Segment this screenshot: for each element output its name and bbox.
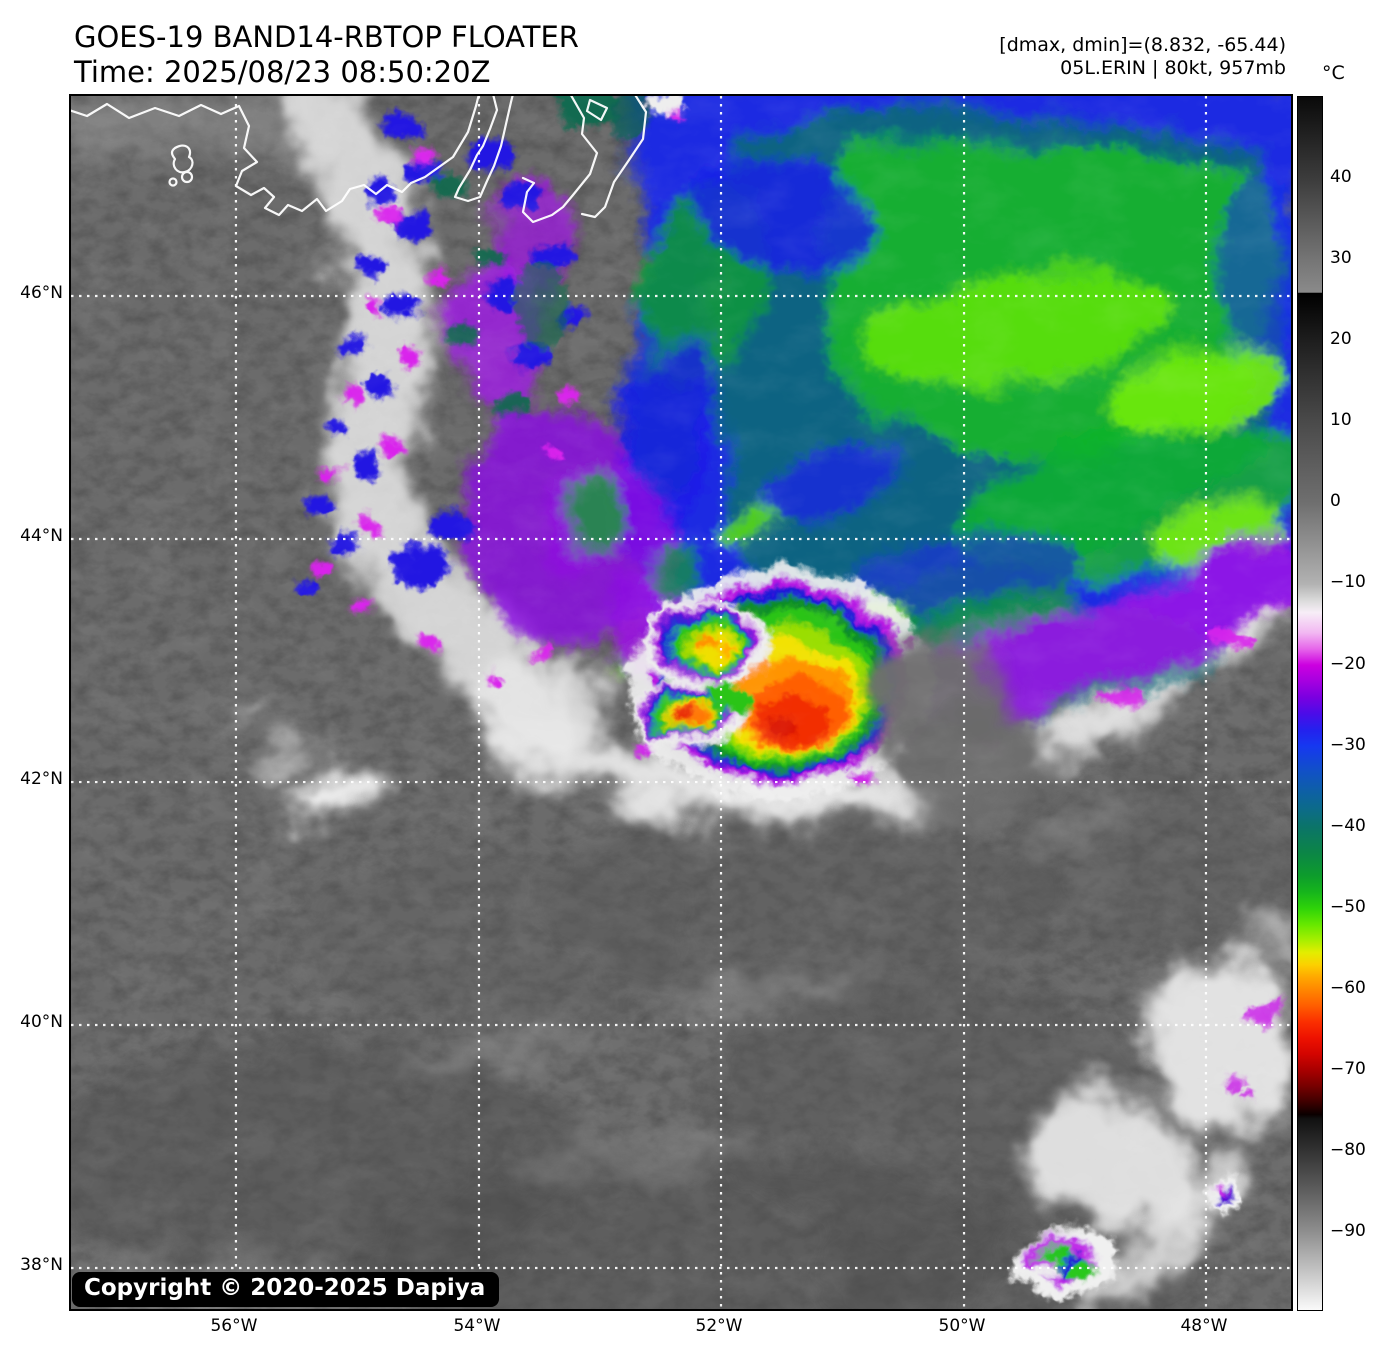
colorbar	[1297, 96, 1323, 1311]
colorbar-tick-label: 10	[1330, 410, 1352, 431]
lat-tick-label: 40°N	[20, 1012, 63, 1033]
coastline-bay	[521, 96, 599, 224]
lat-tick-label: 44°N	[20, 525, 63, 546]
lon-tick-label: 54°W	[453, 1316, 501, 1336]
satellite-imagery	[71, 96, 1291, 1309]
colorbar-unit-label: °C	[1322, 62, 1345, 84]
lon-tick-label: 50°W	[938, 1316, 986, 1336]
coastline-avalon	[580, 96, 648, 219]
coastline-newfoundland-south	[71, 96, 480, 217]
colorbar-tick-label: −20	[1330, 653, 1366, 674]
lat-tick-label: 46°N	[20, 283, 63, 304]
colorbar-tick-label: −30	[1330, 734, 1366, 755]
lat-tick-label: 42°N	[20, 769, 63, 790]
page-title: GOES-19 BAND14-RBTOP FLOATER	[74, 20, 579, 54]
annotation-block: [dmax, dmin]=(8.832, -65.44) 05L.ERIN | …	[999, 34, 1286, 80]
colorbar-tick-label: 20	[1330, 329, 1352, 350]
colorbar-tick-label: −60	[1330, 977, 1366, 998]
colorbar-tick-label: 40	[1330, 166, 1352, 187]
coastlines	[71, 96, 648, 224]
colorbar-tick-label: 0	[1330, 491, 1341, 512]
colorbar-tick-label: −80	[1330, 1140, 1366, 1161]
coastline-burin-peninsula	[453, 96, 514, 203]
coastline-islet-1	[180, 170, 194, 184]
dmax-dmin-annotation: [dmax, dmin]=(8.832, -65.44)	[999, 34, 1286, 56]
colorbar-tick-label: −10	[1330, 572, 1366, 593]
title-block: GOES-19 BAND14-RBTOP FLOATER Time: 2025/…	[74, 20, 579, 90]
colorbar-tick-label: −50	[1330, 896, 1366, 917]
lon-tick-label: 56°W	[210, 1316, 258, 1336]
coastline-island	[585, 98, 609, 122]
copyright-badge: Copyright © 2020-2025 Dapiya	[72, 1272, 500, 1307]
satellite-map: Copyright © 2020-2025 Dapiya	[69, 94, 1293, 1311]
colorbar-tick-label: −40	[1330, 815, 1366, 836]
colorbar-tick-label: −90	[1330, 1221, 1366, 1242]
gridlines	[71, 96, 1291, 1309]
lon-tick-label: 52°W	[695, 1316, 743, 1336]
timestamp: Time: 2025/08/23 08:50:20Z	[74, 55, 491, 89]
colorbar-tick-label: −70	[1330, 1058, 1366, 1079]
lon-tick-label: 48°W	[1180, 1316, 1228, 1336]
colorbar-tick-label: 30	[1330, 248, 1352, 269]
lat-tick-label: 38°N	[20, 1255, 63, 1275]
storm-info-annotation: 05L.ERIN | 80kt, 957mb	[1060, 57, 1286, 79]
grain-light	[71, 96, 1291, 1309]
coastline-islet-2	[168, 177, 178, 187]
